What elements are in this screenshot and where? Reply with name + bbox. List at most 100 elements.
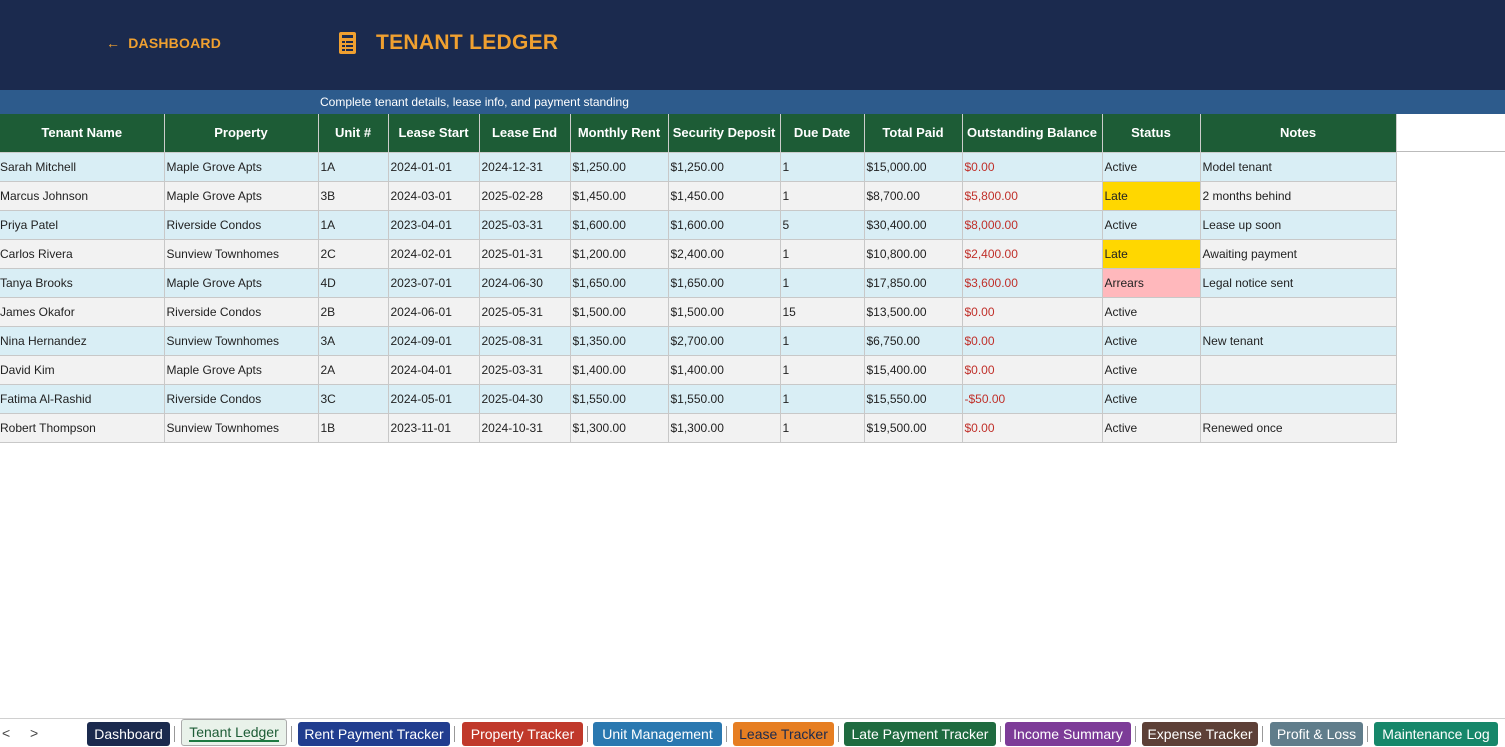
- table-cell[interactable]: 2 months behind: [1200, 181, 1397, 211]
- table-cell[interactable]: 1A: [318, 210, 389, 240]
- table-cell[interactable]: Active: [1102, 413, 1201, 443]
- table-cell[interactable]: 5: [780, 210, 865, 240]
- table-cell[interactable]: Riverside Condos: [164, 297, 319, 327]
- table-cell[interactable]: 2024-05-01: [388, 384, 480, 414]
- table-cell[interactable]: 1: [780, 268, 865, 298]
- table-cell[interactable]: Model tenant: [1200, 152, 1397, 182]
- table-cell[interactable]: $1,250.00: [570, 152, 669, 182]
- table-cell[interactable]: $19,500.00: [864, 413, 963, 443]
- table-cell[interactable]: 1: [780, 239, 865, 269]
- table-cell[interactable]: $1,650.00: [668, 268, 781, 298]
- table-cell[interactable]: 2C: [318, 239, 389, 269]
- table-cell[interactable]: New tenant: [1200, 326, 1397, 356]
- table-cell[interactable]: [1200, 355, 1397, 385]
- table-cell[interactable]: Marcus Johnson: [0, 181, 165, 211]
- table-cell[interactable]: Active: [1102, 326, 1201, 356]
- table-cell[interactable]: 2B: [318, 297, 389, 327]
- table-cell[interactable]: $1,450.00: [570, 181, 669, 211]
- table-cell[interactable]: 1: [780, 384, 865, 414]
- column-header[interactable]: Due Date: [780, 114, 865, 153]
- table-cell[interactable]: 2025-01-31: [479, 239, 571, 269]
- table-cell[interactable]: $0.00: [962, 413, 1103, 443]
- table-cell[interactable]: $1,300.00: [668, 413, 781, 443]
- table-cell[interactable]: 2023-07-01: [388, 268, 480, 298]
- table-cell[interactable]: $1,200.00: [570, 239, 669, 269]
- table-cell[interactable]: Legal notice sent: [1200, 268, 1397, 298]
- table-cell[interactable]: David Kim: [0, 355, 165, 385]
- table-cell[interactable]: Fatima Al-Rashid: [0, 384, 165, 414]
- tab-scroll-left-icon[interactable]: <: [2, 725, 11, 741]
- table-cell[interactable]: $17,850.00: [864, 268, 963, 298]
- table-cell[interactable]: 1: [780, 181, 865, 211]
- table-cell[interactable]: 2024-03-01: [388, 181, 480, 211]
- table-cell[interactable]: [1200, 384, 1397, 414]
- table-cell[interactable]: $6,750.00: [864, 326, 963, 356]
- table-cell[interactable]: $8,700.00: [864, 181, 963, 211]
- column-header[interactable]: Lease End: [479, 114, 571, 153]
- table-cell[interactable]: Sunview Townhomes: [164, 326, 319, 356]
- table-cell[interactable]: 2025-03-31: [479, 355, 571, 385]
- table-cell[interactable]: Maple Grove Apts: [164, 268, 319, 298]
- column-header[interactable]: Security Deposit: [668, 114, 781, 153]
- table-cell[interactable]: Sarah Mitchell: [0, 152, 165, 182]
- table-cell[interactable]: $0.00: [962, 326, 1103, 356]
- table-cell[interactable]: Active: [1102, 384, 1201, 414]
- sheet-tab[interactable]: Dashboard: [87, 722, 170, 746]
- sheet-tab[interactable]: Maintenance Log: [1374, 722, 1498, 746]
- table-cell[interactable]: $30,400.00: [864, 210, 963, 240]
- table-cell[interactable]: $1,450.00: [668, 181, 781, 211]
- table-cell[interactable]: Renewed once: [1200, 413, 1397, 443]
- tab-scroll-right-icon[interactable]: >: [30, 725, 39, 741]
- table-cell[interactable]: $0.00: [962, 152, 1103, 182]
- table-cell[interactable]: 2025-03-31: [479, 210, 571, 240]
- table-cell[interactable]: 2A: [318, 355, 389, 385]
- table-cell[interactable]: 2025-02-28: [479, 181, 571, 211]
- table-cell[interactable]: 1A: [318, 152, 389, 182]
- table-cell[interactable]: Maple Grove Apts: [164, 152, 319, 182]
- table-cell[interactable]: $8,000.00: [962, 210, 1103, 240]
- column-header[interactable]: Status: [1102, 114, 1201, 153]
- table-cell[interactable]: $0.00: [962, 297, 1103, 327]
- table-cell[interactable]: $1,250.00: [668, 152, 781, 182]
- column-header[interactable]: Total Paid: [864, 114, 963, 153]
- table-cell[interactable]: Maple Grove Apts: [164, 355, 319, 385]
- table-cell[interactable]: Carlos Rivera: [0, 239, 165, 269]
- table-cell[interactable]: Late: [1102, 181, 1201, 211]
- table-cell[interactable]: Late: [1102, 239, 1201, 269]
- table-cell[interactable]: Riverside Condos: [164, 210, 319, 240]
- table-cell[interactable]: Priya Patel: [0, 210, 165, 240]
- table-cell[interactable]: $1,550.00: [570, 384, 669, 414]
- table-cell[interactable]: 2023-11-01: [388, 413, 480, 443]
- table-cell[interactable]: 1: [780, 355, 865, 385]
- table-cell[interactable]: 2024-10-31: [479, 413, 571, 443]
- sheet-tab[interactable]: Property Tracker: [462, 722, 583, 746]
- column-header[interactable]: Tenant Name: [0, 114, 165, 153]
- column-header[interactable]: Notes: [1200, 114, 1397, 153]
- table-cell[interactable]: $1,550.00: [668, 384, 781, 414]
- table-cell[interactable]: 3A: [318, 326, 389, 356]
- table-cell[interactable]: 2024-04-01: [388, 355, 480, 385]
- table-cell[interactable]: $3,600.00: [962, 268, 1103, 298]
- table-cell[interactable]: $1,600.00: [570, 210, 669, 240]
- table-cell[interactable]: $2,400.00: [668, 239, 781, 269]
- sheet-tab[interactable]: Tenant Ledger: [181, 719, 287, 746]
- table-cell[interactable]: $10,800.00: [864, 239, 963, 269]
- table-cell[interactable]: $1,650.00: [570, 268, 669, 298]
- back-to-dashboard-link[interactable]: ← DASHBOARD: [106, 35, 221, 51]
- table-cell[interactable]: $2,400.00: [962, 239, 1103, 269]
- table-cell[interactable]: Nina Hernandez: [0, 326, 165, 356]
- table-cell[interactable]: Active: [1102, 210, 1201, 240]
- sheet-tab[interactable]: Lease Tracker: [733, 722, 834, 746]
- table-cell[interactable]: 1: [780, 152, 865, 182]
- table-cell[interactable]: [1200, 297, 1397, 327]
- sheet-tab[interactable]: Unit Management: [593, 722, 722, 746]
- table-cell[interactable]: $1,500.00: [570, 297, 669, 327]
- table-cell[interactable]: 4D: [318, 268, 389, 298]
- table-cell[interactable]: Riverside Condos: [164, 384, 319, 414]
- table-cell[interactable]: $1,350.00: [570, 326, 669, 356]
- sheet-tab[interactable]: Income Summary: [1005, 722, 1131, 746]
- table-cell[interactable]: 3B: [318, 181, 389, 211]
- table-cell[interactable]: -$50.00: [962, 384, 1103, 414]
- column-header[interactable]: Property: [164, 114, 319, 153]
- table-cell[interactable]: $2,700.00: [668, 326, 781, 356]
